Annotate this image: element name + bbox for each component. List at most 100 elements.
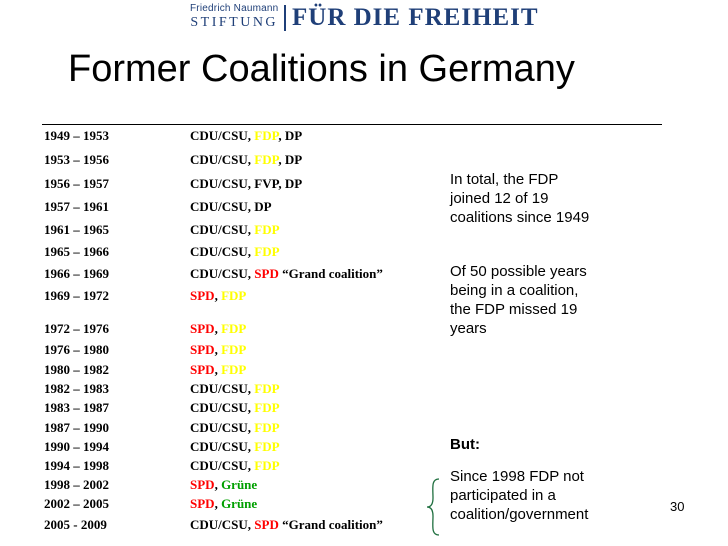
logo-org-name: Friedrich Naumann STIFTUNG xyxy=(190,4,278,30)
coalition-parties: CDU/CSU, FVP, DP xyxy=(190,176,302,192)
party-spd: SPD xyxy=(254,266,279,281)
party-other: , FVP, DP xyxy=(247,176,303,191)
party-fdp: FDP xyxy=(254,222,280,237)
party-cdu: CDU/CSU xyxy=(190,266,248,281)
coalition-years: 1980 – 1982 xyxy=(44,362,109,377)
party-other: , xyxy=(247,420,255,435)
party-cdu: CDU/CSU xyxy=(190,439,248,454)
coalition-parties: CDU/CSU, FDP xyxy=(190,244,280,260)
coalition-years: 1961 – 1965 xyxy=(44,222,109,237)
party-fdp: FDP xyxy=(254,439,280,454)
note-years-line: Of 50 possible years xyxy=(450,263,587,280)
party-other: , xyxy=(247,128,255,143)
coalition-parties: SPD, FDP xyxy=(190,362,246,378)
coalition-years: 1982 – 1983 xyxy=(44,381,109,396)
coalition-years: 1969 – 1972 xyxy=(44,288,109,303)
note-years-line: the FDP missed 19 xyxy=(450,301,578,318)
page-number: 30 xyxy=(670,499,685,514)
party-cdu: CDU/CSU xyxy=(190,517,248,532)
coalition-parties: CDU/CSU, DP xyxy=(190,199,272,215)
coalition-years: 1965 – 1966 xyxy=(44,244,109,259)
party-spd: SPD xyxy=(190,362,215,377)
party-gruene: Grüne xyxy=(221,477,258,492)
slide-title: Former Coalitions in Germany xyxy=(68,48,575,90)
coalition-years: 1983 – 1987 xyxy=(44,400,109,415)
party-other: , xyxy=(247,152,255,167)
party-other: , xyxy=(214,321,222,336)
party-cdu: CDU/CSU xyxy=(190,381,248,396)
party-fdp: FDP xyxy=(254,128,279,143)
coalition-parties: CDU/CSU, FDP xyxy=(190,439,280,455)
note-total-line: In total, the FDP xyxy=(450,171,559,188)
party-other: , xyxy=(247,439,255,454)
coalition-parties: CDU/CSU, FDP xyxy=(190,458,280,474)
title-rule xyxy=(42,124,662,125)
party-fdp: FDP xyxy=(254,152,279,167)
note-years-line: years xyxy=(450,320,487,337)
party-other: , DP xyxy=(278,128,303,143)
party-other: , DP xyxy=(278,152,303,167)
logo-slogan: FÜR DIE FREIHEIT xyxy=(292,4,539,31)
party-fdp: FDP xyxy=(221,362,247,377)
party-cdu: CDU/CSU xyxy=(190,458,248,473)
party-other: , xyxy=(247,400,255,415)
party-spd: SPD xyxy=(190,321,215,336)
note-total-line: joined 12 of 19 xyxy=(450,190,549,207)
coalition-parties: SPD, Grüne xyxy=(190,496,257,512)
party-other: , xyxy=(214,362,222,377)
note-years-line: being in a coalition, xyxy=(450,282,579,299)
party-spd: SPD xyxy=(190,288,215,303)
party-other: , DP xyxy=(247,199,272,214)
note-since-line: participated in a xyxy=(450,487,556,504)
note-since-line: coalition/government xyxy=(450,506,589,523)
party-cdu: CDU/CSU xyxy=(190,420,248,435)
party-other: , xyxy=(247,458,255,473)
party-other: , xyxy=(214,288,222,303)
party-cdu: CDU/CSU xyxy=(190,128,248,143)
coalition-years: 2002 – 2005 xyxy=(44,496,109,511)
coalition-parties: CDU/CSU, FDP, DP xyxy=(190,152,302,168)
party-cdu: CDU/CSU xyxy=(190,244,248,259)
coalition-years: 1990 – 1994 xyxy=(44,439,109,454)
party-cdu: CDU/CSU xyxy=(190,152,248,167)
party-gruene: Grüne xyxy=(221,496,258,511)
foundation-logo: Friedrich Naumann STIFTUNG FÜR DIE FREIH… xyxy=(0,0,728,44)
party-cdu: CDU/CSU xyxy=(190,222,248,237)
note-since-line: Since 1998 FDP not xyxy=(450,468,584,485)
coalition-years: 1976 – 1980 xyxy=(44,342,109,357)
party-cdu: CDU/CSU xyxy=(190,176,248,191)
coalition-years: 1956 – 1957 xyxy=(44,176,109,191)
party-note: “Grand coalition” xyxy=(278,517,383,532)
party-spd: SPD xyxy=(190,477,215,492)
curly-brace-icon xyxy=(426,478,440,536)
coalition-years: 1949 – 1953 xyxy=(44,128,109,143)
party-spd: SPD xyxy=(254,517,279,532)
party-cdu: CDU/CSU xyxy=(190,400,248,415)
note-but-label: But: xyxy=(450,436,480,453)
note-since: Since 1998 FDP not participated in a coa… xyxy=(450,467,588,524)
party-other: , xyxy=(247,222,255,237)
coalition-years: 1972 – 1976 xyxy=(44,321,109,336)
party-spd: SPD xyxy=(190,496,215,511)
coalition-years: 1998 – 2002 xyxy=(44,477,109,492)
party-fdp: FDP xyxy=(221,321,247,336)
party-other: , xyxy=(247,381,255,396)
coalition-parties: SPD, FDP xyxy=(190,342,246,358)
party-fdp: FDP xyxy=(254,420,280,435)
coalition-years: 2005 - 2009 xyxy=(44,517,107,532)
note-total-line: coalitions since 1949 xyxy=(450,209,590,226)
coalition-parties: CDU/CSU, SPD “Grand coalition” xyxy=(190,266,383,282)
coalition-parties: CDU/CSU, SPD “Grand coalition” xyxy=(190,517,383,533)
party-fdp: FDP xyxy=(221,288,247,303)
party-cdu: CDU/CSU xyxy=(190,199,248,214)
coalition-parties: CDU/CSU, FDP xyxy=(190,400,280,416)
coalition-parties: CDU/CSU, FDP xyxy=(190,420,280,436)
party-other: , xyxy=(247,517,255,532)
coalition-years: 1957 – 1961 xyxy=(44,199,109,214)
logo-line2: STIFTUNG xyxy=(190,15,279,30)
note-total: In total, the FDP joined 12 of 19 coalit… xyxy=(450,170,589,227)
party-other: , xyxy=(247,266,255,281)
coalition-parties: SPD, FDP xyxy=(190,288,246,304)
party-note: “Grand coalition” xyxy=(278,266,383,281)
coalition-years: 1987 – 1990 xyxy=(44,420,109,435)
